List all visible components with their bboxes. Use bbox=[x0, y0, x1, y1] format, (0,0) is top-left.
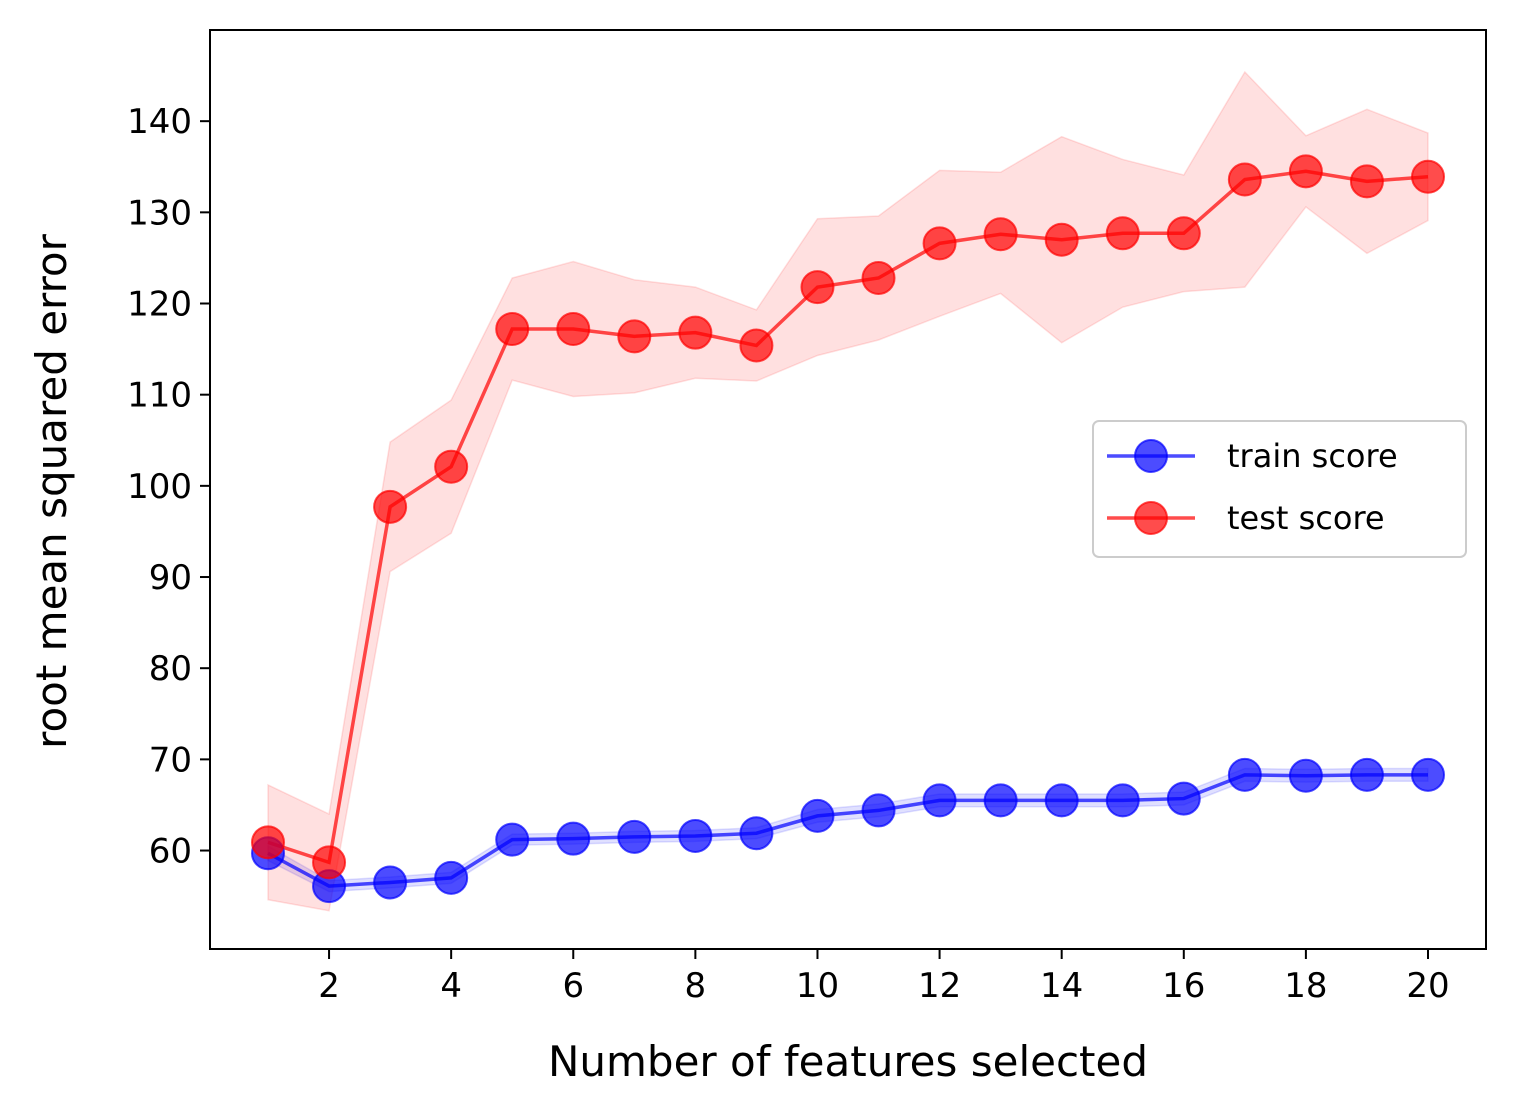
x-tick-label: 18 bbox=[1284, 966, 1327, 1006]
y-tick-label: 110 bbox=[127, 376, 192, 416]
train-score-point bbox=[1288, 758, 1323, 793]
y-tick-label: 100 bbox=[127, 467, 192, 507]
x-tick-label: 2 bbox=[318, 966, 340, 1006]
train-score-legend-marker bbox=[1134, 439, 1168, 473]
x-tick-label: 20 bbox=[1406, 966, 1449, 1006]
train-score-point bbox=[1227, 757, 1262, 792]
train-score-point bbox=[983, 783, 1018, 818]
test-score-point bbox=[1288, 154, 1323, 189]
test-score-band bbox=[267, 70, 1429, 912]
train-score-legend-label: train score bbox=[1227, 437, 1398, 475]
train-score-point bbox=[739, 816, 774, 851]
test-score-point bbox=[434, 449, 469, 484]
plot-area-frame bbox=[209, 29, 1487, 950]
train-score-point bbox=[922, 783, 957, 818]
test-score-point bbox=[1349, 164, 1384, 199]
x-tick-label: 12 bbox=[918, 966, 961, 1006]
train-score-point bbox=[495, 822, 530, 857]
legend: train score test score bbox=[1092, 420, 1467, 558]
y-tick-label: 130 bbox=[127, 193, 192, 233]
test-score-point bbox=[678, 315, 713, 350]
train-score-point bbox=[1411, 757, 1445, 792]
train-score-point bbox=[617, 819, 652, 854]
test-score-legend-label: test score bbox=[1227, 499, 1385, 537]
y-axis-ticks: 60 70 80 90 100 110 120 130 140 bbox=[127, 102, 210, 872]
test-score-point bbox=[983, 217, 1018, 252]
train-score-point bbox=[434, 860, 469, 895]
test-score-point bbox=[861, 260, 896, 295]
x-tick-label: 4 bbox=[440, 966, 462, 1006]
x-tick-label: 14 bbox=[1040, 966, 1083, 1006]
y-axis-label: root mean squared error bbox=[27, 233, 76, 749]
test-score-point bbox=[373, 489, 408, 524]
test-score-point bbox=[251, 825, 285, 860]
train-score-point bbox=[861, 793, 896, 828]
test-score-point bbox=[556, 312, 591, 347]
test-score-point bbox=[617, 319, 652, 354]
x-axis-ticks: 2 4 6 8 10 12 14 16 18 20 bbox=[318, 949, 1450, 1006]
test-score-point bbox=[1166, 216, 1201, 251]
y-tick-label: 140 bbox=[127, 102, 192, 142]
train-score-point bbox=[1166, 781, 1201, 816]
test-score-point bbox=[1105, 216, 1140, 251]
test-score-point bbox=[922, 226, 957, 261]
test-score-point bbox=[1411, 159, 1445, 194]
test-score-point bbox=[312, 845, 347, 880]
train-score-point bbox=[800, 798, 835, 833]
y-tick-label: 80 bbox=[149, 649, 192, 689]
x-tick-label: 16 bbox=[1162, 966, 1205, 1006]
y-tick-label: 90 bbox=[149, 558, 192, 598]
test-score-point bbox=[800, 270, 835, 305]
train-score-point bbox=[556, 821, 591, 856]
series-points bbox=[251, 154, 1445, 904]
y-tick-label: 60 bbox=[149, 832, 192, 872]
y-tick-label: 70 bbox=[149, 740, 192, 780]
test-score-point bbox=[495, 312, 530, 347]
test-score-point bbox=[739, 328, 774, 363]
y-tick-label: 120 bbox=[127, 285, 192, 325]
x-axis-label: Number of features selected bbox=[548, 1037, 1148, 1086]
train-score-point bbox=[678, 818, 713, 853]
x-tick-label: 6 bbox=[562, 966, 584, 1006]
x-tick-label: 8 bbox=[685, 966, 707, 1006]
x-tick-label: 10 bbox=[796, 966, 839, 1006]
train-score-point bbox=[1044, 783, 1079, 818]
test-score-point bbox=[1227, 162, 1262, 197]
train-score-point bbox=[1349, 757, 1384, 792]
test-score-point bbox=[1044, 222, 1079, 257]
test-score-legend-marker bbox=[1134, 501, 1168, 535]
train-score-point bbox=[373, 865, 408, 900]
train-score-point bbox=[1105, 783, 1140, 818]
